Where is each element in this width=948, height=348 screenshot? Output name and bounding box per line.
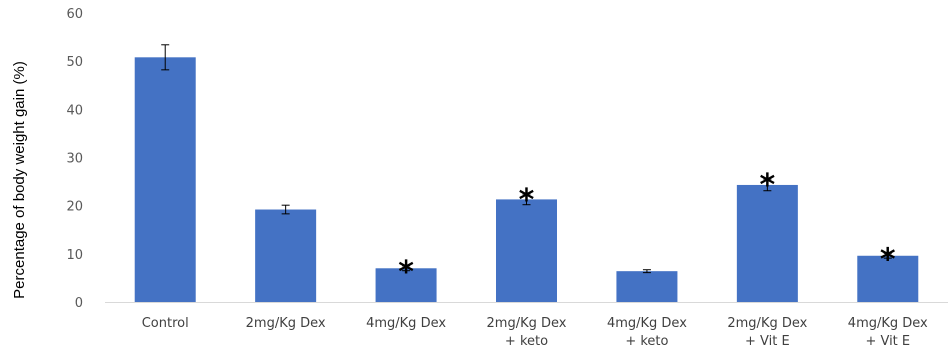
x-category-label: 4mg/Kg Dex bbox=[607, 316, 687, 331]
x-category-label: + Vit E bbox=[865, 334, 910, 348]
y-tick-label: 10 bbox=[66, 248, 83, 263]
bar bbox=[857, 255, 919, 302]
bars: * * * * bbox=[134, 44, 919, 303]
x-category-label: + keto bbox=[505, 334, 548, 348]
y-tick-label: 30 bbox=[66, 152, 83, 167]
x-category-label: 4mg/Kg Dex bbox=[848, 316, 928, 331]
x-category-label: + Vit E bbox=[745, 334, 790, 348]
y-tick-label: 20 bbox=[66, 200, 83, 215]
x-category-label: 2mg/Kg Dex bbox=[727, 316, 807, 331]
error-bar bbox=[642, 269, 651, 274]
x-category-label: + keto bbox=[625, 334, 668, 348]
bar bbox=[616, 271, 678, 302]
significance-marker: * bbox=[519, 183, 535, 218]
y-tick-label: 0 bbox=[75, 296, 83, 311]
x-category-label: Control bbox=[142, 316, 189, 331]
error-bar bbox=[883, 252, 892, 259]
bar bbox=[255, 209, 317, 302]
error-bar bbox=[522, 193, 531, 206]
x-category-label: 2mg/Kg Dex bbox=[487, 316, 567, 331]
x-category-label: 2mg/Kg Dex bbox=[246, 316, 326, 331]
error-bar bbox=[281, 204, 290, 215]
y-tick-label: 40 bbox=[66, 103, 83, 118]
bar bbox=[134, 57, 196, 303]
significance-marker: * bbox=[398, 255, 414, 290]
y-axis-ticks: 0 10 20 30 40 50 60 bbox=[66, 7, 83, 311]
x-axis-categories: Control 2mg/Kg Dex 4mg/Kg Dex 2mg/Kg Dex + k… bbox=[142, 316, 928, 348]
bar bbox=[375, 268, 437, 302]
error-bar bbox=[763, 178, 772, 192]
significance-marker: * bbox=[880, 242, 896, 277]
error-bar bbox=[161, 44, 170, 71]
y-tick-label: 60 bbox=[66, 7, 83, 22]
bar bbox=[496, 199, 557, 302]
bar bbox=[736, 184, 798, 302]
y-axis-label: Percentage of body weight gain (%) bbox=[11, 61, 28, 299]
x-category-label: 4mg/Kg Dex bbox=[366, 316, 446, 331]
significance-marker: * bbox=[760, 168, 776, 203]
y-tick-label: 50 bbox=[66, 55, 83, 70]
error-bar bbox=[402, 265, 411, 272]
